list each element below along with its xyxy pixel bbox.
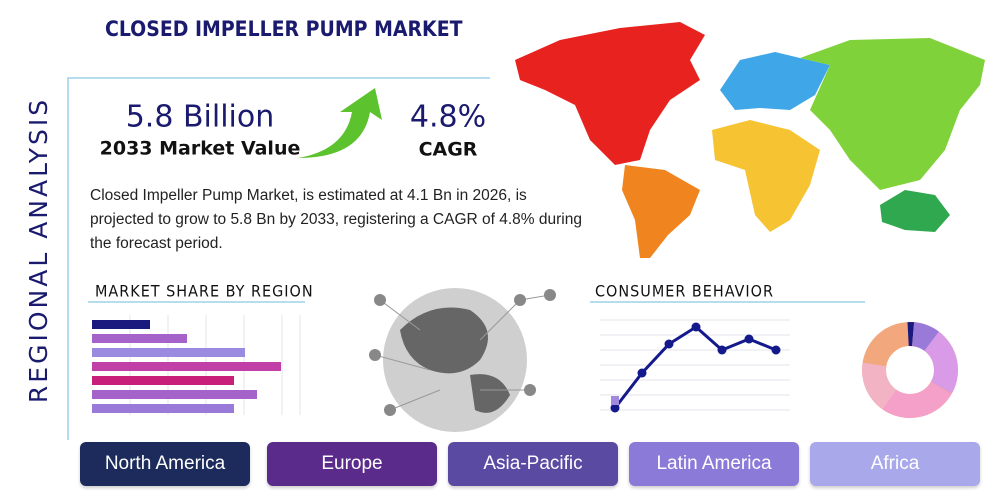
decoration — [880, 190, 950, 232]
decoration — [389, 389, 441, 411]
decoration — [720, 52, 830, 110]
bar-illustration — [92, 315, 301, 415]
frame — [67, 77, 490, 440]
region-button[interactable]: Asia-Pacific — [448, 442, 618, 486]
stat-value: 4.8% — [410, 100, 486, 135]
decoration — [514, 294, 526, 306]
description: Closed Impeller Pump Market, is estimate… — [90, 187, 582, 252]
decoration — [479, 299, 521, 341]
growth-arrow — [298, 88, 382, 158]
decoration — [771, 345, 781, 355]
decoration — [374, 294, 551, 411]
region-button[interactable]: Africa — [810, 442, 980, 486]
decoration — [637, 368, 647, 378]
donut-illustration — [862, 322, 958, 418]
side-label: REGIONAL ANALYSIS — [24, 97, 53, 403]
decoration — [610, 403, 620, 413]
decoration — [92, 348, 245, 357]
region-button[interactable]: Europe — [267, 442, 437, 486]
stat-value: 5.8 Billion — [126, 100, 275, 135]
decoration — [611, 396, 619, 405]
decoration — [379, 299, 421, 331]
globe-illustration — [369, 288, 556, 432]
decoration — [369, 349, 381, 361]
section-heading: MARKET SHARE BY REGION — [95, 282, 314, 301]
section-heading: CONSUMER BEHAVIOR — [595, 282, 774, 301]
decoration — [92, 320, 150, 329]
decoration — [515, 22, 705, 165]
line-illustration — [600, 319, 790, 413]
decoration — [610, 322, 781, 413]
decoration — [524, 384, 536, 396]
decoration — [712, 120, 820, 232]
decoration — [544, 289, 556, 301]
stat-label: 2033 Market Value — [100, 138, 301, 160]
decoration — [800, 38, 985, 190]
decoration — [374, 354, 431, 371]
decoration — [400, 307, 488, 374]
world-map — [515, 22, 985, 258]
decoration — [862, 322, 958, 418]
region-button[interactable]: Latin America — [629, 442, 799, 486]
decoration — [744, 334, 754, 344]
decoration — [92, 376, 234, 385]
decoration — [664, 339, 674, 349]
decoration — [92, 362, 281, 371]
decoration — [92, 390, 257, 399]
decoration — [622, 165, 700, 258]
decoration — [92, 334, 187, 343]
decoration — [470, 374, 510, 413]
decoration — [92, 404, 234, 413]
decoration — [384, 404, 396, 416]
title: CLOSED IMPELLER PUMP MARKET — [105, 17, 463, 41]
decoration — [600, 319, 790, 411]
decoration — [374, 294, 386, 306]
stat-label: CAGR — [419, 139, 478, 161]
decoration — [691, 322, 701, 332]
decoration — [717, 345, 727, 355]
region-button[interactable]: North America — [80, 442, 250, 486]
